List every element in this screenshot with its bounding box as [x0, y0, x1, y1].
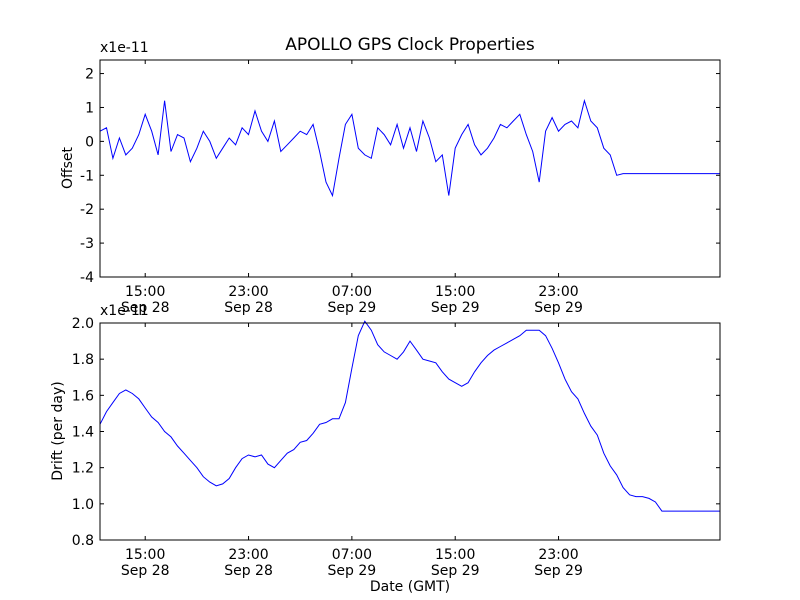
offset-xtick-label: Sep 29: [328, 300, 377, 316]
offset-xtick-label: 07:00: [332, 284, 372, 300]
chart-title: APOLLO GPS Clock Properties: [285, 35, 535, 55]
drift-xlabel: Date (GMT): [370, 579, 450, 595]
drift-series-line: [99, 320, 720, 512]
offset-xtick-label: 23:00: [538, 284, 578, 300]
drift-xtick-label: Sep 29: [431, 563, 480, 579]
drift-xtick-label: Sep 29: [328, 563, 377, 579]
drift-xtick-label: 07:00: [332, 547, 372, 563]
offset-ytick-label: 2: [85, 67, 94, 83]
offset-xtick-label: Sep 29: [534, 300, 583, 316]
offset-ytick-label: -1: [80, 168, 94, 184]
drift-ytick-label: 1.2: [72, 461, 94, 477]
drift-ytick-label: 1.8: [72, 352, 94, 368]
offset-xtick-label: 15:00: [125, 284, 165, 300]
drift-ytick-label: 1.6: [72, 388, 94, 404]
drift-ylabel: Drift (per day): [50, 381, 66, 480]
offset-ytick-label: -4: [80, 270, 94, 286]
drift-xtick-label: Sep 28: [224, 563, 273, 579]
drift-ytick-label: 1.0: [72, 497, 94, 513]
drift-xtick-label: Sep 29: [534, 563, 583, 579]
offset-xtick-label: Sep 29: [431, 300, 480, 316]
offset-ytick-label: 1: [85, 100, 94, 116]
drift-ytick-label: 1.4: [72, 425, 94, 441]
offset-ytick-label: -3: [80, 236, 94, 252]
offset-xtick-label: 23:00: [228, 284, 268, 300]
offset-xtick-label: Sep 28: [121, 300, 170, 316]
offset-xtick-label: Sep 28: [224, 300, 273, 316]
drift-xtick-label: Sep 28: [121, 563, 170, 579]
offset-ylabel: Offset: [60, 146, 76, 189]
drift-xtick-label: 23:00: [538, 547, 578, 563]
drift-xtick-label: 15:00: [435, 547, 475, 563]
drift-xtick-label: 15:00: [125, 547, 165, 563]
drift-xtick-label: 23:00: [228, 547, 268, 563]
offset-multiplier: x1e-11: [100, 40, 149, 56]
offset-series-line: [99, 98, 720, 198]
offset-axes-frame: [99, 59, 721, 278]
offset-ytick-label: 0: [85, 134, 94, 150]
drift-ytick-label: 0.8: [72, 533, 94, 549]
drift-multiplier: x1e-11: [100, 303, 149, 319]
offset-xtick-label: 15:00: [435, 284, 475, 300]
drift-ytick-label: 2.0: [72, 316, 94, 332]
offset-ytick-label: -2: [80, 202, 94, 218]
